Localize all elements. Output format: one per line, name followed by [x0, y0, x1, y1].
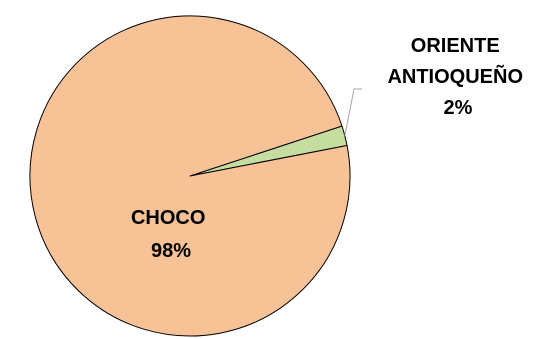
leader-line-oriente-antioqueno	[344, 88, 362, 136]
label-choco-line-1: CHOCO	[131, 207, 205, 229]
label-choco: CHOCO 98%	[131, 207, 211, 262]
label-oriente-line-3: 2%	[444, 97, 473, 119]
label-oriente-line-1: ORIENTE	[411, 35, 500, 57]
pie-slice-choco	[29, 15, 351, 337]
label-oriente-antioqueno: ORIENTE ANTIOQUEÑO 2%	[387, 35, 528, 119]
pie-slices	[29, 15, 351, 337]
label-choco-line-2: 98%	[151, 240, 191, 262]
label-oriente-line-2: ANTIOQUEÑO	[387, 65, 523, 88]
